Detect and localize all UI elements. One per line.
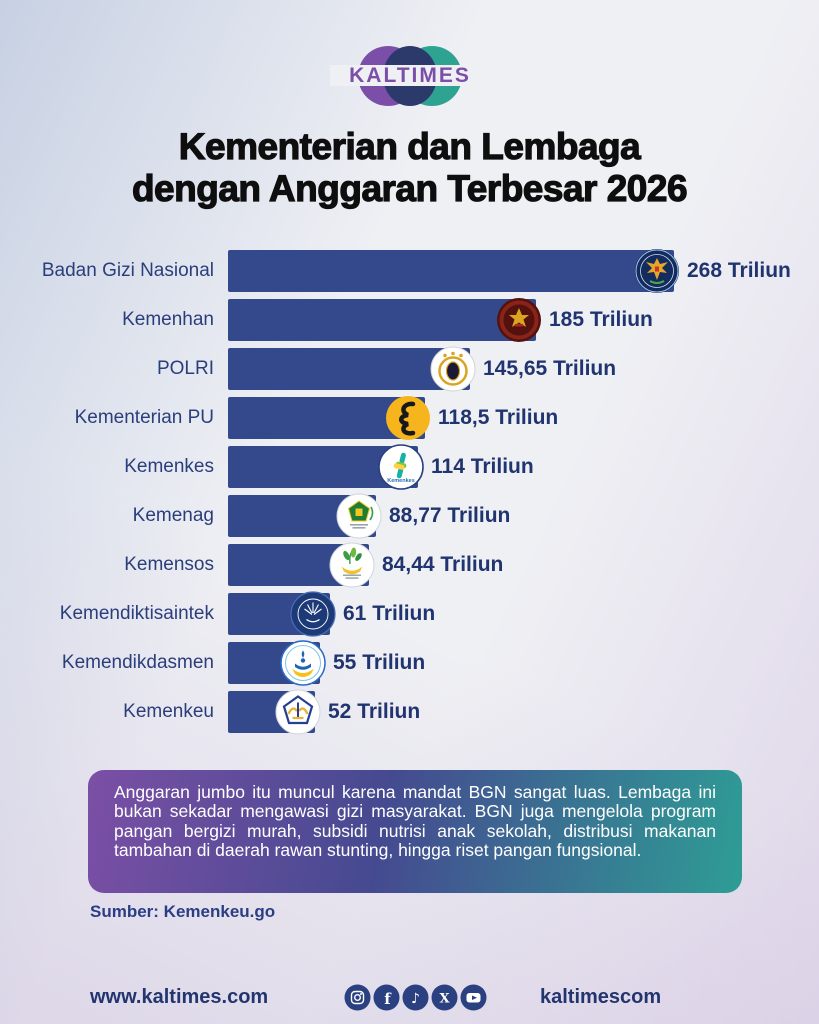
brand-text: KALTIMES bbox=[349, 64, 471, 87]
bar-label: Kemenag bbox=[132, 505, 214, 526]
kemendiktisaintek-logo bbox=[290, 591, 336, 637]
bar-value: 55 Triliun bbox=[333, 651, 426, 674]
bar-label: Kemenhan bbox=[122, 309, 214, 330]
bar-value: 52 Triliun bbox=[328, 700, 421, 723]
bar-row: Kemenkes Kemenkes 114 Triliun bbox=[16, 444, 806, 490]
kementerian-pu-logo bbox=[385, 395, 431, 441]
callout-box: Anggaran jumbo itu muncul karena mandat … bbox=[88, 770, 742, 893]
bar-track: 185 Triliun bbox=[228, 297, 806, 343]
svg-text:Kemenkes: Kemenkes bbox=[387, 478, 415, 484]
kemenkeu-logo bbox=[275, 689, 321, 735]
bar-row: Kemenag 88,77 Triliun bbox=[16, 493, 806, 539]
svg-text:f: f bbox=[384, 990, 392, 1008]
footer-handle: kaltimescom bbox=[540, 986, 662, 1008]
x-icon: X bbox=[431, 984, 458, 1011]
svg-text:♪: ♪ bbox=[411, 991, 420, 1007]
bar-label: Kementerian PU bbox=[74, 407, 214, 428]
bar-row: Kemendiktisaintek 61 Triliun bbox=[16, 591, 806, 637]
bar-track: 55 Triliun bbox=[228, 640, 806, 686]
title-line-1: Kementerian dan Lembaga bbox=[178, 125, 641, 167]
bar-track: 118,5 Triliun bbox=[228, 395, 806, 441]
kemendikdasmen-logo bbox=[280, 640, 326, 686]
bar-row: Kemensos 84,44 Triliun bbox=[16, 542, 806, 588]
bar-fill bbox=[228, 348, 470, 390]
bar-value: 145,65 Triliun bbox=[483, 357, 617, 380]
kemenhan-logo bbox=[496, 297, 542, 343]
title-line-2: dengan Anggaran Terbesar 2026 bbox=[131, 167, 688, 209]
kemensos-logo bbox=[329, 542, 375, 588]
bar-track: 145,65 Triliun bbox=[228, 346, 806, 392]
bar-fill bbox=[228, 250, 674, 292]
tiktok-icon: ♪ bbox=[402, 984, 429, 1011]
bar-label: Kemenkes bbox=[124, 456, 214, 477]
bar-row: POLRI 145,65 Triliun bbox=[16, 346, 806, 392]
bar-label: Kemendiktisaintek bbox=[59, 603, 214, 624]
footer-website: www.kaltimes.com bbox=[90, 986, 269, 1008]
bar-track: 88,77 Triliun bbox=[228, 493, 806, 539]
bar-value: 268 Triliun bbox=[687, 259, 791, 282]
polri-logo bbox=[430, 346, 476, 392]
bar-row: Kemendikdasmen 55 Triliun bbox=[16, 640, 806, 686]
bar-value: 118,5 Triliun bbox=[438, 406, 559, 429]
bar-row: Badan Gizi Nasional 268 Triliun bbox=[16, 248, 806, 294]
bar-track: 268 Triliun bbox=[228, 248, 806, 294]
badan-gizi-nasional-logo bbox=[634, 248, 680, 294]
kemenag-logo bbox=[336, 493, 382, 539]
facebook-icon: f bbox=[373, 984, 400, 1011]
bar-track: 84,44 Triliun bbox=[228, 542, 806, 588]
bar-row: Kemenkeu 52 Triliun bbox=[16, 689, 806, 735]
budget-bar-chart: Badan Gizi Nasional 268 Triliun Kemenhan 18… bbox=[16, 248, 806, 740]
bar-value: 185 Triliun bbox=[549, 308, 653, 331]
bar-row: Kemenhan 185 Triliun bbox=[16, 297, 806, 343]
bar-fill bbox=[228, 299, 536, 341]
bar-label: POLRI bbox=[156, 358, 214, 379]
bar-track: Kemenkes 114 Triliun bbox=[228, 444, 806, 490]
bar-value: 61 Triliun bbox=[343, 602, 436, 625]
bar-label: Badan Gizi Nasional bbox=[41, 260, 214, 281]
page-title: Kementerian dan Lembaga dengan Anggaran … bbox=[0, 125, 819, 210]
bar-label: Kemenkeu bbox=[123, 701, 214, 722]
callout-text: Anggaran jumbo itu muncul karena mandat … bbox=[114, 782, 716, 861]
youtube-icon bbox=[460, 984, 487, 1011]
svg-text:KALTIMES: KALTIMES bbox=[349, 64, 471, 87]
bar-value: 88,77 Triliun bbox=[389, 504, 511, 527]
kemenkes-logo: Kemenkes bbox=[378, 444, 424, 490]
kaltimes-logo: KALTIMES bbox=[0, 40, 819, 117]
social-icons-row: f ♪ X bbox=[344, 984, 487, 1011]
kaltimes-globe-icon: KALTIMES bbox=[329, 46, 490, 106]
instagram-icon bbox=[344, 984, 371, 1011]
bar-label: Kemensos bbox=[124, 554, 214, 575]
bar-value: 114 Triliun bbox=[431, 455, 534, 478]
bar-value: 84,44 Triliun bbox=[382, 553, 504, 576]
svg-text:X: X bbox=[439, 992, 450, 1007]
bar-label: Kemendikdasmen bbox=[61, 652, 214, 673]
bar-row: Kementerian PU 118,5 Triliun bbox=[16, 395, 806, 441]
bar-track: 61 Triliun bbox=[228, 591, 806, 637]
source-label: Sumber: Kemenkeu.go bbox=[90, 902, 276, 921]
bar-track: 52 Triliun bbox=[228, 689, 806, 735]
